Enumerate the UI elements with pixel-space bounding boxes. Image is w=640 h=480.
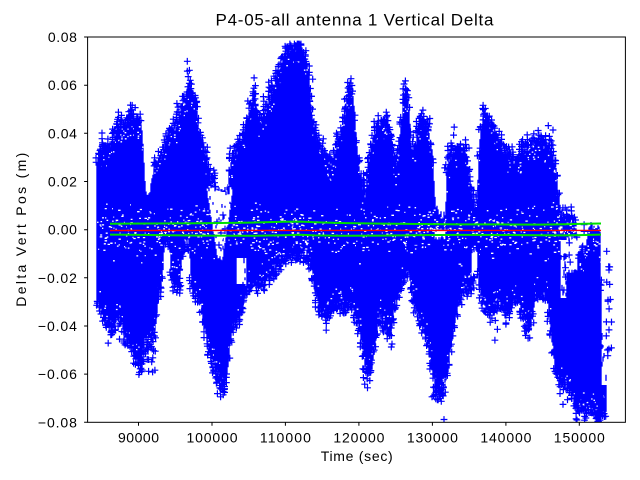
svg-text:90000: 90000: [118, 430, 159, 446]
svg-text:0.02: 0.02: [48, 174, 77, 190]
svg-text:140000: 140000: [480, 430, 531, 446]
svg-text:0.04: 0.04: [48, 125, 77, 141]
svg-text:0.08: 0.08: [48, 29, 77, 45]
svg-text:100000: 100000: [187, 430, 238, 446]
svg-text:120000: 120000: [333, 430, 384, 446]
svg-text:−0.06: −0.06: [38, 366, 77, 382]
svg-text:0.06: 0.06: [48, 77, 77, 93]
svg-text:−0.02: −0.02: [38, 270, 77, 286]
svg-text:150000: 150000: [554, 430, 605, 446]
svg-text:110000: 110000: [260, 430, 311, 446]
svg-text:Time (sec): Time (sec): [321, 448, 393, 464]
svg-text:130000: 130000: [407, 430, 458, 446]
svg-text:−0.08: −0.08: [38, 414, 77, 430]
svg-text:−0.04: −0.04: [38, 318, 77, 334]
svg-text:0.00: 0.00: [48, 222, 77, 238]
svg-text:P4-05-all antenna 1 Vertical D: P4-05-all antenna 1 Vertical Delta: [216, 11, 495, 30]
